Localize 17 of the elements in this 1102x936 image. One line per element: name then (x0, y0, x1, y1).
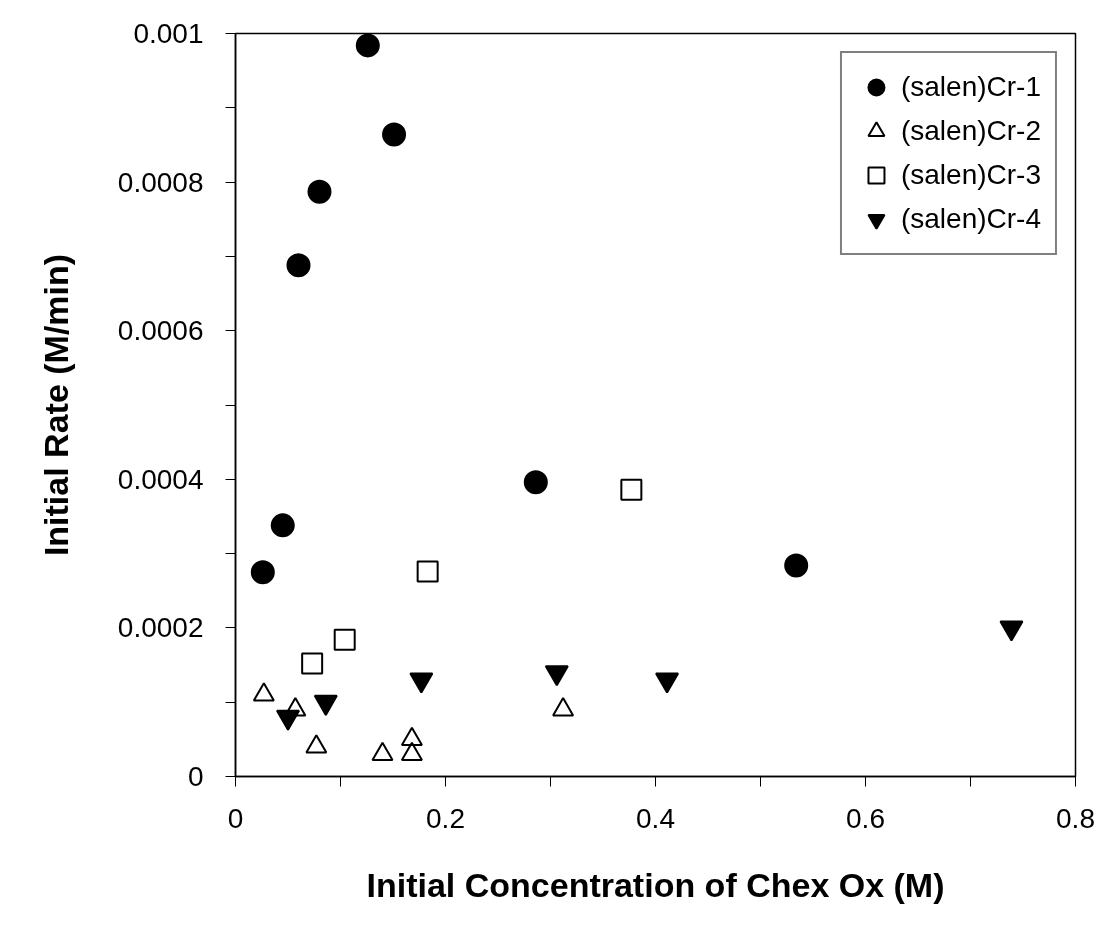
x-tick-label: 0 (227, 802, 244, 834)
legend-label: (salen)Cr-4 (900, 203, 1041, 235)
x-tick-label: 0.2 (426, 802, 465, 834)
legend-label: (salen)Cr-2 (900, 115, 1041, 147)
x-tick-label: 0.8 (1056, 802, 1095, 834)
y-tick-label: 0.001 (133, 18, 204, 49)
y-tick-label: 0.0002 (117, 612, 204, 644)
y-tick-label: 0.0006 (117, 315, 204, 347)
legend-label: (salen)Cr-3 (900, 159, 1041, 191)
y-tick-label: 0 (187, 761, 204, 792)
y-tick-label: 0.0004 (117, 463, 204, 495)
legend-label: (salen)Cr-1 (900, 71, 1041, 103)
x-axis-title: Initial Concentration of Chex Ox (M) (366, 865, 945, 904)
y-tick-label: 0.0008 (117, 166, 204, 198)
y-axis-title: Initial Rate (M/min) (36, 253, 75, 557)
x-tick-label: 0.6 (846, 802, 885, 834)
x-tick-label: 0.4 (636, 802, 675, 834)
